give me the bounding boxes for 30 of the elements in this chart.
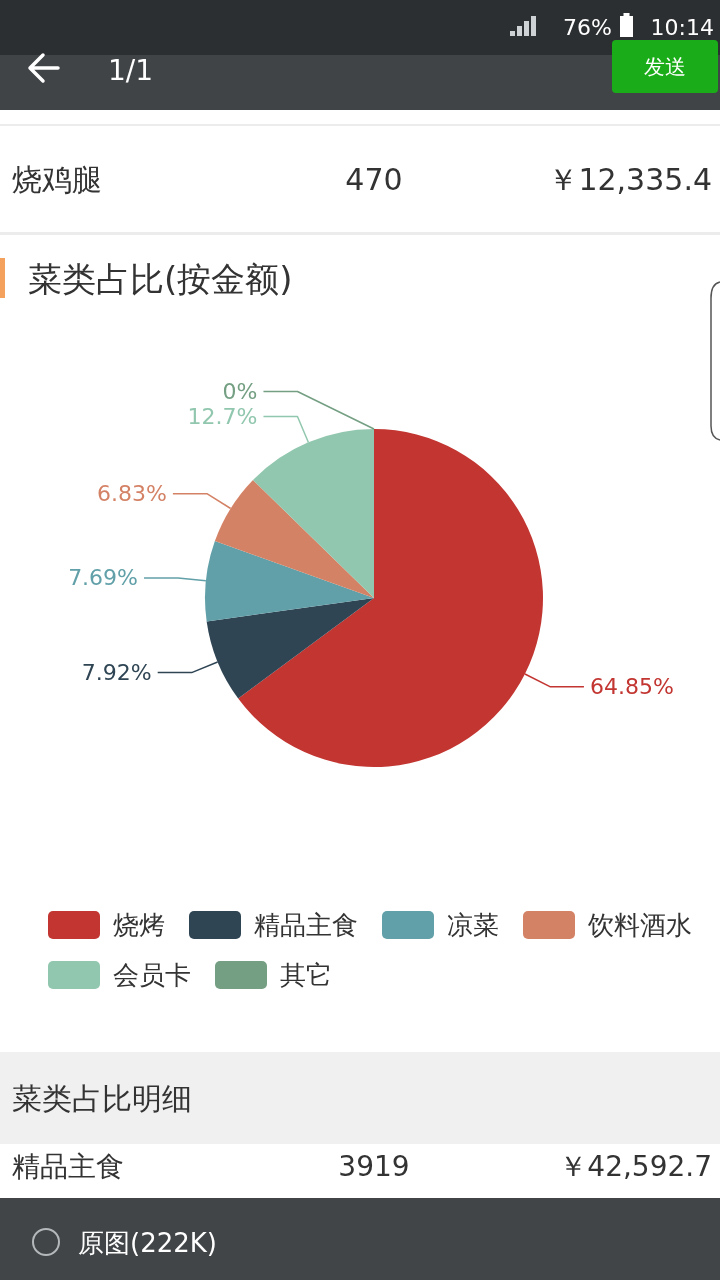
text: 3919 bbox=[338, 1149, 410, 1183]
text: 0% bbox=[222, 378, 258, 404]
data-label: 64.85% bbox=[589, 674, 674, 700]
text: 470 bbox=[345, 161, 403, 197]
pie-slice bbox=[205, 541, 374, 622]
data-label: 6.83% bbox=[97, 481, 167, 507]
legend-label: 会员卡 bbox=[113, 960, 191, 990]
text: 精品主食 bbox=[12, 1149, 124, 1183]
legend-label: 凉菜 bbox=[447, 910, 499, 940]
text: ￥42,592.7 bbox=[559, 1149, 712, 1183]
pie-slice bbox=[206, 598, 374, 699]
legend-label: 精品主食 bbox=[254, 910, 358, 940]
pie-slice bbox=[214, 480, 374, 598]
text: 10:14 bbox=[650, 14, 714, 40]
data-label: 12.7% bbox=[187, 403, 258, 429]
pie-slice bbox=[238, 429, 543, 767]
text: 烧鸡腿 bbox=[12, 161, 102, 197]
text: 原图(222K) bbox=[78, 1228, 217, 1258]
chart-title: 菜类占比(按金额) bbox=[28, 259, 293, 299]
legend-label: 其它 bbox=[280, 960, 332, 990]
legend-label: 烧烤 bbox=[113, 910, 165, 940]
text: 菜类占比明细 bbox=[12, 1080, 192, 1116]
text: 1/1 bbox=[108, 53, 154, 87]
text: 76% bbox=[563, 14, 612, 40]
legend-label: 饮料酒水 bbox=[587, 910, 692, 940]
data-label: 7.92% bbox=[81, 660, 152, 686]
text: 发送 bbox=[644, 55, 686, 79]
text: ￥12,335.4 bbox=[548, 161, 712, 197]
pie-slice bbox=[253, 429, 374, 598]
data-label: 7.69% bbox=[68, 565, 139, 591]
